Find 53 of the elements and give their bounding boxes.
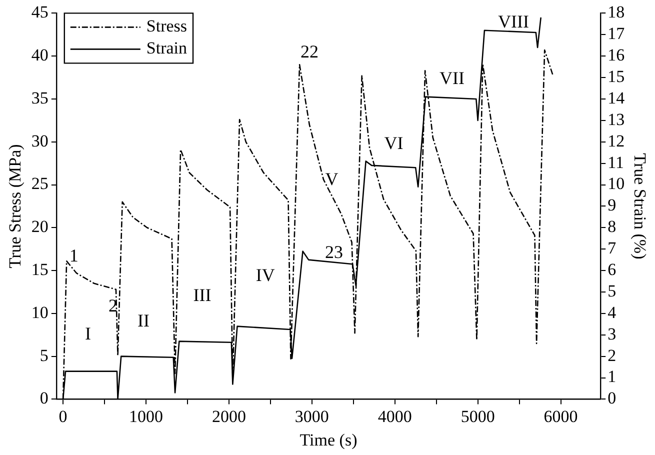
- y2-tick-label: 14: [608, 88, 626, 108]
- y-tick-label: 5: [40, 346, 48, 365]
- annotation: III: [193, 284, 212, 305]
- y2-tick-label: 1: [608, 367, 616, 386]
- y-tick-label: 10: [31, 302, 48, 322]
- x-tick-label: 2000: [212, 406, 246, 426]
- x-axis-title: Time (s): [300, 430, 358, 450]
- y-tick-label: 40: [31, 46, 48, 65]
- annotation: VIII: [498, 12, 530, 32]
- annotation: 23: [324, 242, 343, 262]
- annotation: 22: [300, 41, 318, 62]
- y-tick-label: 25: [31, 174, 48, 194]
- annotation: II: [137, 310, 150, 331]
- y2-tick-label: 5: [608, 281, 616, 300]
- annotation: IV: [256, 265, 275, 286]
- y2-tick-label: 7: [608, 238, 617, 258]
- x-tick-label: 1000: [128, 406, 163, 426]
- y2-tick-label: 12: [608, 131, 625, 150]
- y-tick-label: 15: [31, 260, 48, 279]
- annotation: 1: [69, 246, 78, 266]
- y-tick-label: 20: [31, 217, 48, 236]
- y2-tick-label: 11: [608, 152, 624, 172]
- y-tick-label: 30: [31, 131, 48, 150]
- y2-tick-label: 9: [608, 196, 616, 215]
- y2-tick-label: 8: [608, 217, 616, 236]
- y-axis-title: True Stress (MPa): [6, 144, 25, 268]
- y2-tick-label: 0: [608, 388, 616, 408]
- y-tick-label: 35: [31, 88, 48, 108]
- x-tick-label: 0: [58, 406, 68, 426]
- annotation: I: [84, 323, 91, 344]
- y2-tick-label: 18: [608, 2, 625, 22]
- y-tick-label: 45: [31, 2, 48, 22]
- annotation: 2: [108, 295, 118, 316]
- legend-label: Strain: [146, 38, 188, 58]
- y2-tick-label: 15: [608, 67, 625, 86]
- x-tick-label: 6000: [544, 406, 578, 426]
- annotation: V: [325, 169, 338, 190]
- y2-tick-label: 17: [608, 24, 626, 44]
- x-tick-label: 4000: [378, 406, 412, 426]
- y-tick-label: 0: [40, 388, 48, 408]
- y2-tick-label: 13: [608, 110, 625, 129]
- y2-axis-title: True Strain (%): [630, 153, 650, 260]
- y2-tick-label: 10: [608, 174, 625, 194]
- x-tick-label: 5000: [460, 406, 495, 426]
- y2-tick-label: 2: [608, 346, 616, 365]
- annotation: VI: [384, 133, 404, 154]
- y2-tick-label: 6: [608, 260, 616, 279]
- annotation: VII: [440, 68, 465, 88]
- x-tick-label: 3000: [294, 406, 329, 426]
- legend-label: Stress: [146, 16, 188, 36]
- y2-tick-label: 3: [608, 324, 616, 344]
- y2-tick-label: 16: [608, 46, 625, 65]
- y2-tick-label: 4: [608, 302, 617, 322]
